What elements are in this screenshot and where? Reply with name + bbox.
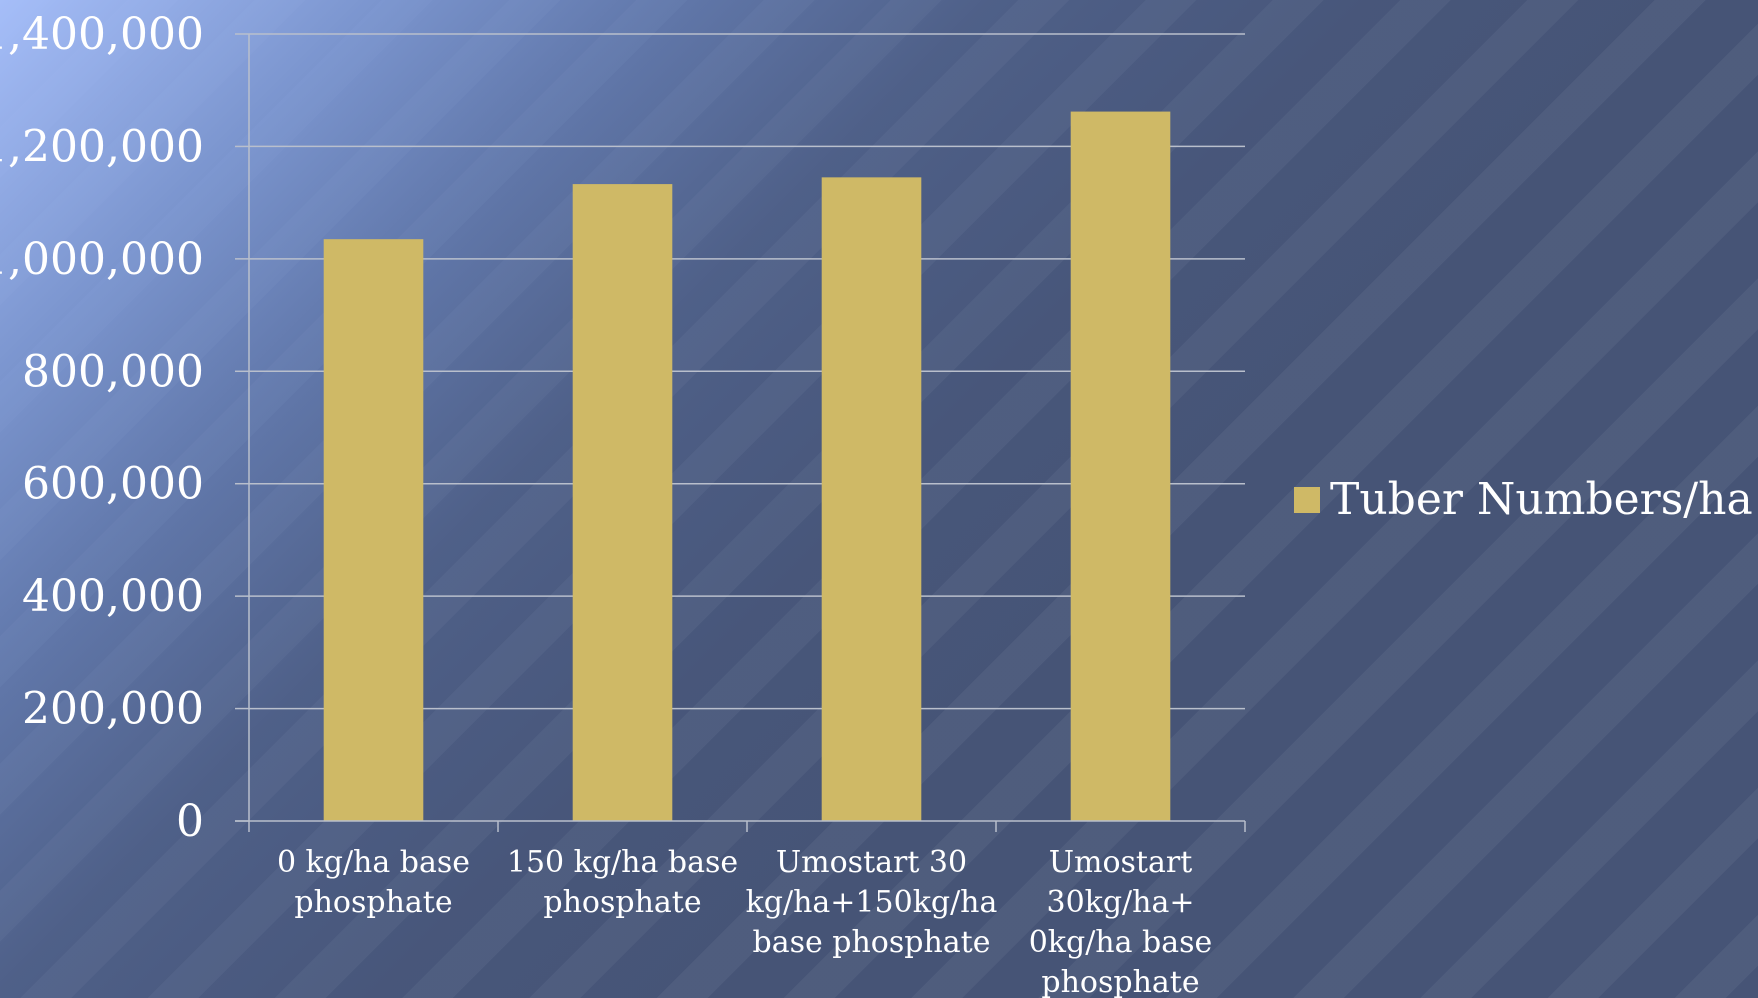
y-tick-label: 400,000	[22, 571, 204, 622]
y-tick-label: 1,200,000	[0, 121, 204, 172]
y-tick-label: 200,000	[22, 684, 204, 735]
x-category-label: Umostart 30kg/ha+ 0kg/ha base phosphate	[1029, 845, 1213, 998]
legend-swatch	[1294, 486, 1320, 513]
bar	[323, 239, 424, 822]
x-category-label: 150 kg/ha base phosphate	[507, 845, 738, 920]
x-axis-category-labels: 0 kg/ha base phosphate 150 kg/ha base phosp…	[277, 845, 1212, 998]
y-tick-label: 1,400,000	[0, 9, 204, 60]
y-tick-label: 600,000	[22, 459, 204, 510]
y-tick-label: 800,000	[22, 346, 204, 397]
y-tick-label: 0	[176, 796, 204, 847]
bar	[821, 177, 922, 821]
bar	[572, 184, 673, 821]
axes	[235, 33, 1246, 832]
y-axis-tick-labels: 0 200,000 400,000 600,000 800,000 1,000,000 1,…	[0, 9, 204, 847]
x-category-label: 0 kg/ha base phosphate	[277, 845, 470, 920]
bars	[323, 111, 1171, 822]
x-category-label: Umostart 30 kg/ha+150kg/ha base phosphate	[746, 845, 998, 960]
legend: Tuber Numbers/ha	[1294, 474, 1753, 525]
y-tick-label: 1,000,000	[0, 234, 204, 285]
legend-label: Tuber Numbers/ha	[1330, 474, 1753, 525]
bar	[1070, 111, 1171, 822]
